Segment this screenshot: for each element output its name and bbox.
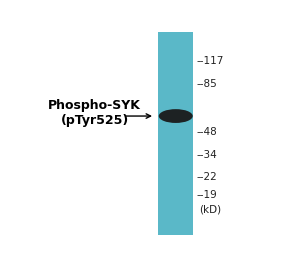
Text: --85: --85 bbox=[197, 78, 217, 88]
Text: --48: --48 bbox=[197, 127, 217, 137]
Text: --19: --19 bbox=[197, 190, 217, 200]
Text: --22: --22 bbox=[197, 172, 217, 182]
Text: Phospho-SYK: Phospho-SYK bbox=[48, 99, 141, 112]
Text: --34: --34 bbox=[197, 150, 217, 160]
Text: --117: --117 bbox=[197, 56, 224, 66]
Ellipse shape bbox=[159, 109, 193, 123]
Text: (kD): (kD) bbox=[199, 205, 221, 215]
Text: (pTyr525): (pTyr525) bbox=[61, 114, 129, 127]
Bar bbox=[158, 32, 193, 235]
